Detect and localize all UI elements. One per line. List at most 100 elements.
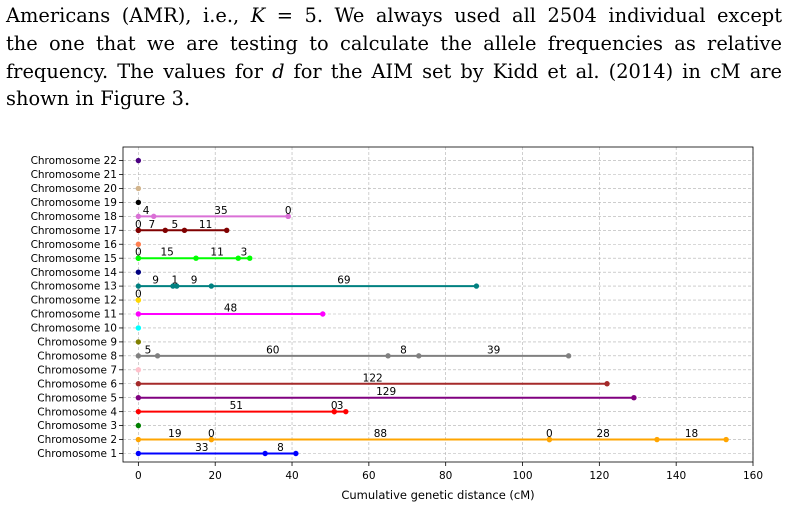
y-tick-label: Chromosome 7 bbox=[37, 364, 117, 376]
y-tick-label: Chromosome 12 bbox=[31, 295, 117, 307]
paragraph-line-4: shown in Figure 3. bbox=[6, 87, 191, 111]
segment-label: 7 bbox=[148, 219, 155, 231]
x-tick-label: 40 bbox=[285, 470, 298, 482]
paragraph-text: frequency. The values for bbox=[6, 59, 273, 83]
x-axis: 0 20 40 60 80 100 120 140 160 bbox=[135, 462, 763, 482]
segment-label: 28 bbox=[596, 428, 609, 440]
y-tick-label: Chromosome 16 bbox=[31, 239, 118, 251]
data-point bbox=[320, 311, 326, 317]
segment-label: 60 bbox=[266, 344, 279, 356]
data-point bbox=[181, 227, 188, 233]
data-point bbox=[247, 255, 253, 261]
y-tick-label: Chromosome 14 bbox=[31, 267, 118, 279]
segment-label: 3 bbox=[337, 400, 344, 412]
data-point bbox=[723, 436, 729, 443]
segment-label: 3 bbox=[241, 247, 248, 259]
data-point bbox=[154, 353, 161, 359]
x-axis-label: Cumulative genetic distance (cM) bbox=[341, 488, 534, 502]
body-paragraph: Americans (AMR), i.e., K = 5. We always … bbox=[6, 2, 782, 113]
segment-label: 88 bbox=[374, 428, 387, 440]
y-tick-label: Chromosome 8 bbox=[37, 350, 117, 362]
segment-label: 11 bbox=[210, 247, 223, 259]
y-tick-label: Chromosome 6 bbox=[37, 378, 117, 390]
y-tick-label: Chromosome 13 bbox=[31, 281, 117, 293]
data-point bbox=[135, 450, 142, 457]
x-tick-label: 60 bbox=[362, 470, 375, 482]
data-point bbox=[224, 227, 230, 233]
y-tick-label: Chromosome 21 bbox=[31, 169, 117, 181]
y-axis: Chromosome 1 Chromosome 2 Chromosome 3 Chro… bbox=[31, 155, 123, 460]
math-variable-k: K bbox=[250, 4, 266, 27]
segment-label: 0 bbox=[135, 219, 142, 231]
data-point bbox=[385, 353, 391, 359]
paragraph-text: for the AIM set by Kidd et al. (2014) in… bbox=[284, 59, 782, 83]
paragraph-line-2: the one that we are testing to calculate… bbox=[6, 31, 782, 55]
data-point bbox=[473, 283, 480, 289]
data-point bbox=[135, 185, 142, 192]
data-point bbox=[135, 325, 142, 331]
y-tick-label: Chromosome 2 bbox=[37, 434, 117, 446]
segment-label: 35 bbox=[214, 205, 227, 217]
data-point bbox=[174, 283, 180, 289]
segment-label: 18 bbox=[685, 428, 698, 440]
segment-label: 5 bbox=[172, 219, 179, 231]
segment-label: 39 bbox=[487, 344, 500, 356]
segment-label: 0 bbox=[135, 289, 142, 301]
grid-lines bbox=[123, 147, 754, 462]
data-point bbox=[135, 353, 142, 359]
data-point bbox=[193, 255, 199, 261]
segment-label: 1 bbox=[172, 275, 179, 287]
data-point bbox=[285, 213, 291, 220]
segment-label: 19 bbox=[168, 428, 181, 440]
x-tick-label: 0 bbox=[135, 470, 142, 482]
data-point bbox=[135, 436, 142, 443]
x-tick-label: 120 bbox=[589, 470, 609, 482]
data-point bbox=[135, 157, 142, 164]
data-point bbox=[135, 241, 142, 247]
segment-label: 122 bbox=[363, 372, 383, 384]
math-variable-d: d bbox=[272, 59, 285, 83]
segment-label: 4 bbox=[143, 205, 150, 217]
y-tick-label: Chromosome 19 bbox=[31, 197, 117, 209]
data-point bbox=[135, 339, 142, 345]
y-tick-label: Chromosome 9 bbox=[37, 337, 117, 349]
y-tick-label: Chromosome 1 bbox=[37, 448, 117, 460]
y-tick-label: Chromosome 18 bbox=[31, 211, 117, 223]
data-point bbox=[331, 408, 337, 415]
data-point bbox=[654, 436, 660, 443]
data-point bbox=[208, 436, 215, 443]
data-point bbox=[162, 227, 168, 233]
paragraph-text: Americans (AMR), i.e., bbox=[6, 4, 251, 27]
x-tick-label: 20 bbox=[209, 470, 222, 482]
paragraph-line-1: Americans (AMR), i.e., K = 5. We always … bbox=[6, 2, 782, 30]
segment-label: 0 bbox=[285, 205, 292, 217]
data-point bbox=[135, 297, 142, 303]
data-point bbox=[135, 213, 142, 220]
y-tick-label: Chromosome 22 bbox=[31, 155, 117, 167]
data-point bbox=[293, 450, 299, 457]
y-tick-label: Chromosome 4 bbox=[37, 406, 117, 418]
segment-label: 129 bbox=[376, 386, 396, 398]
x-tick-label: 80 bbox=[439, 470, 452, 482]
segment-label: 51 bbox=[230, 400, 243, 412]
segment-label: 33 bbox=[195, 442, 208, 454]
data-point bbox=[135, 199, 142, 206]
data-point bbox=[135, 269, 142, 275]
segment-label: 0 bbox=[546, 428, 553, 440]
y-tick-label: Chromosome 3 bbox=[37, 420, 117, 432]
y-tick-label: Chromosome 17 bbox=[31, 225, 117, 237]
segment-label: 69 bbox=[337, 275, 350, 287]
segment-label: 8 bbox=[400, 344, 407, 356]
data-point bbox=[135, 227, 142, 233]
paragraph-line-3: frequency. The values for d for the AIM … bbox=[6, 58, 782, 86]
data-point bbox=[170, 283, 176, 289]
data-point bbox=[208, 283, 215, 289]
segment-label: 15 bbox=[160, 247, 173, 259]
data-point bbox=[416, 353, 422, 359]
data-point bbox=[135, 395, 142, 401]
plot-frame bbox=[122, 146, 754, 463]
data-point bbox=[262, 450, 268, 457]
segment-label: 8 bbox=[277, 442, 284, 454]
